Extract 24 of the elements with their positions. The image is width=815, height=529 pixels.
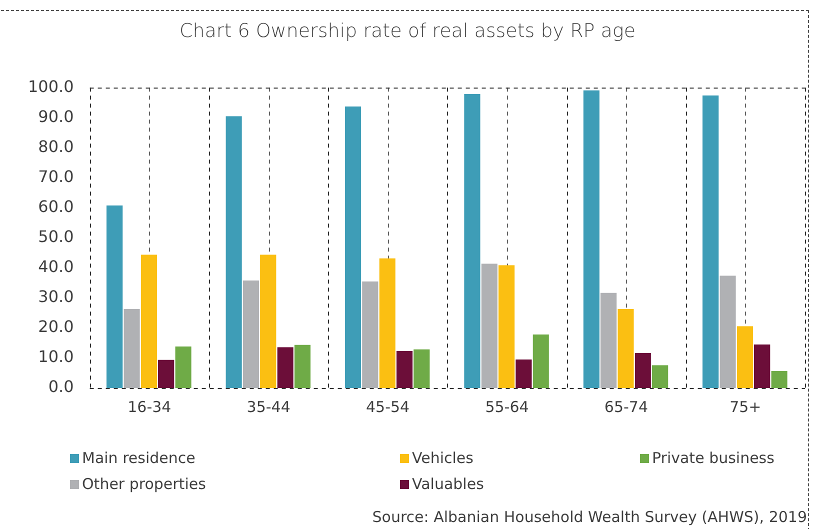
y-tick-label: 20.0 (38, 317, 74, 336)
source-note: Source: Albanian Household Wealth Survey (AHWS), 2019 (372, 508, 807, 526)
x-tick-label: 35-44 (246, 398, 290, 416)
x-tick-label: 75+ (730, 398, 762, 416)
x-tick-label: 45-54 (366, 398, 410, 416)
y-tick-label: 60.0 (38, 196, 74, 216)
y-tick-label: 90.0 (38, 106, 74, 126)
y-tick-label: 70.0 (38, 166, 74, 186)
legend-label: Private business (651, 449, 776, 469)
legend-label: Main residence (81, 449, 196, 469)
legend-label: Vehicles (411, 449, 474, 469)
y-tick-label: 40.0 (38, 256, 74, 276)
x-tick-label: 55-64 (485, 398, 529, 416)
legend-label: Other properties (81, 475, 207, 495)
x-tick-label: 65-74 (604, 398, 648, 416)
y-tick-label: 10.0 (38, 347, 74, 366)
chart-title: Chart 6 Ownership rate of real assets by RP age (178, 20, 637, 42)
y-tick-label: 50.0 (38, 226, 74, 246)
y-tick-label: 80.0 (38, 136, 74, 156)
legend-label: Valuables (411, 475, 485, 495)
y-tick-label: 30.0 (38, 287, 74, 306)
y-tick-label: 0.0 (48, 377, 74, 396)
x-tick-label: 16-34 (128, 398, 172, 416)
y-tick-label: 100.0 (28, 76, 74, 96)
